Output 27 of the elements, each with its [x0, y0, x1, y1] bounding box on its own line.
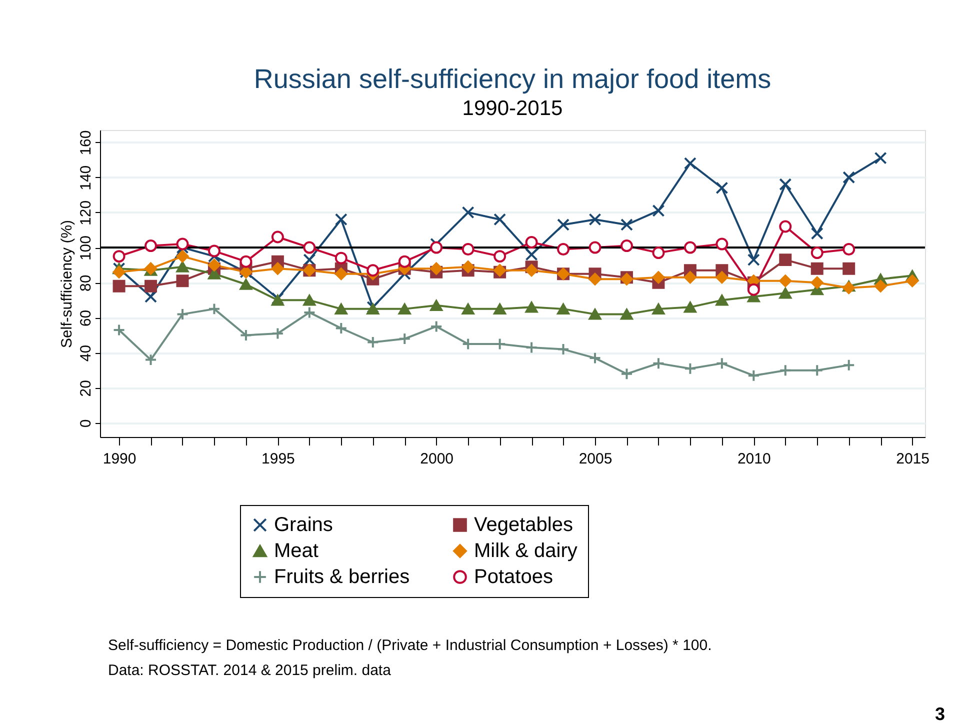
x-tick-label: 2000 [420, 450, 454, 468]
y-tick-label: 60 [78, 310, 94, 327]
x-tick-label: 2010 [737, 450, 771, 468]
x-tick-label: 1990 [102, 450, 136, 468]
y-tick-label: 0 [78, 419, 94, 428]
y-tick-label: 140 [78, 165, 94, 190]
x-tick-label: 2005 [578, 450, 612, 468]
y-tick-label: 120 [78, 200, 94, 226]
y-tick-label: 100 [78, 236, 94, 261]
chart-subtitle: 1990-2015 [462, 96, 563, 120]
text: Self-sufficiency = Domestic Production / (Private + Industrial Consumption + Losses) * 100. [108, 637, 712, 654]
legend-label: Fruits & berries [274, 566, 410, 588]
legend-label: Milk & dairy [474, 540, 578, 562]
y-tick-label: 80 [78, 274, 94, 292]
legend-label: Potatoes [474, 566, 553, 588]
legend-label: Grains [274, 514, 333, 536]
chart-title: Russian self-sufficiency in major food items [254, 64, 772, 94]
y-tick-label: 40 [78, 344, 94, 362]
text: 3 [934, 704, 945, 723]
x-tick-label: 1995 [262, 450, 295, 468]
x-tick-label: 2015 [896, 450, 930, 468]
legend-label: Meat [274, 540, 319, 562]
y-tick-label: 160 [78, 130, 94, 156]
y-tick-label: 20 [78, 380, 94, 397]
text: Data: ROSSTAT. 2014 & 2015 prelim. data [108, 662, 392, 679]
y-axis-title: Self-sufficiency (%) [58, 220, 76, 348]
legend-label: Vegetables [474, 514, 573, 536]
